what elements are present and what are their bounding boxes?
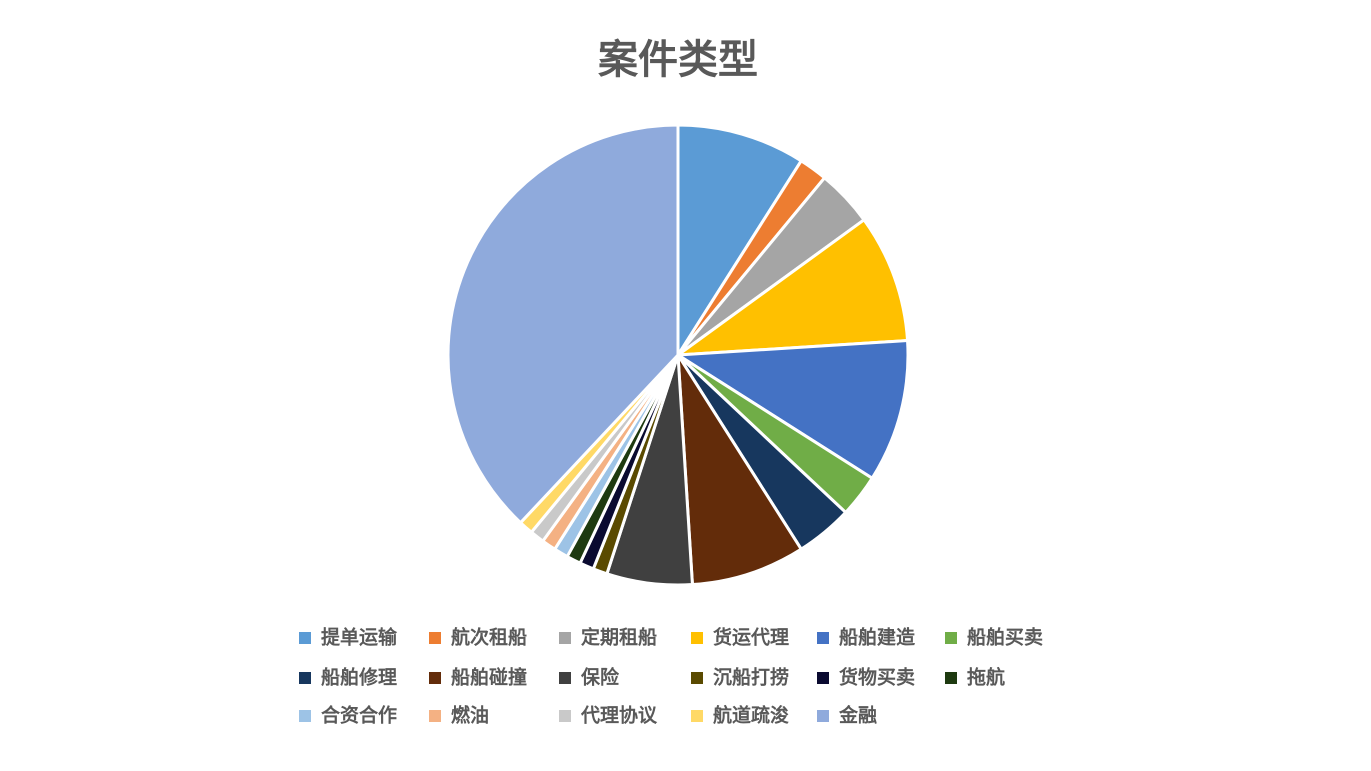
legend-label: 航道疏浚 bbox=[713, 704, 789, 727]
legend-swatch bbox=[691, 632, 703, 644]
legend-label: 合资合作 bbox=[321, 704, 397, 727]
pie-slice bbox=[672, 217, 910, 357]
pie-slice bbox=[673, 338, 910, 481]
legend-label: 代理协议 bbox=[580, 704, 658, 727]
legend-label: 保险 bbox=[580, 666, 620, 689]
legend-swatch bbox=[817, 672, 829, 684]
legend-swatch bbox=[559, 632, 571, 644]
legend-swatch bbox=[945, 672, 957, 684]
legend-label: 船舶修理 bbox=[321, 666, 397, 689]
legend-swatch bbox=[817, 632, 829, 644]
chart-title: 案件类型 bbox=[598, 37, 758, 83]
legend-label: 船舶建造 bbox=[839, 626, 916, 649]
legend-swatch bbox=[559, 672, 571, 684]
legend-swatch bbox=[559, 710, 571, 722]
legend-swatch bbox=[299, 672, 311, 684]
pie-slice bbox=[676, 354, 804, 587]
legend-label: 船舶买卖 bbox=[967, 626, 1043, 649]
legend-label: 货运代理 bbox=[713, 626, 789, 649]
legend-swatch bbox=[429, 710, 441, 722]
pie-slice bbox=[446, 123, 680, 525]
legend-swatch bbox=[817, 710, 829, 722]
legend-swatch bbox=[691, 710, 703, 722]
legend-label: 定期租船 bbox=[581, 626, 657, 649]
legend-swatch bbox=[691, 672, 703, 684]
legend-label: 金融 bbox=[838, 704, 877, 727]
legend-label: 沉船打捞 bbox=[713, 666, 789, 689]
legend-swatch bbox=[299, 710, 311, 722]
pie-slice bbox=[676, 123, 804, 361]
legend-swatch bbox=[945, 632, 957, 644]
legend-label: 船舶碰撞 bbox=[451, 666, 527, 689]
legend-swatch bbox=[429, 672, 441, 684]
legend-label: 提单运输 bbox=[321, 626, 398, 649]
legend-label: 拖航 bbox=[967, 666, 1005, 689]
legend-label: 燃油 bbox=[451, 704, 489, 727]
legend-swatch bbox=[429, 632, 441, 644]
legend-swatch bbox=[299, 632, 311, 644]
legend-label: 货物买卖 bbox=[839, 666, 915, 689]
legend-label: 航次租船 bbox=[451, 626, 527, 649]
